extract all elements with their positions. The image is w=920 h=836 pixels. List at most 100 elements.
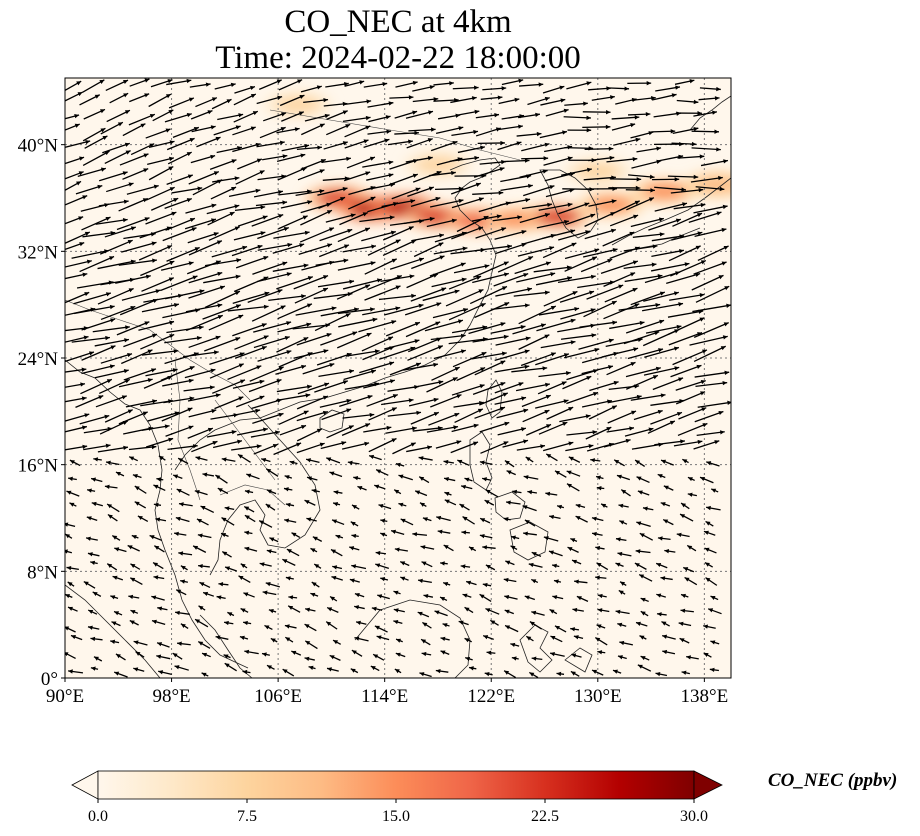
wind-arrow: [204, 258, 242, 267]
wind-arrow: [460, 564, 471, 569]
wind-arrow-head: [701, 349, 707, 354]
wind-arrow-head: [394, 669, 400, 674]
wind-arrow-head: [636, 177, 642, 182]
lat-tick-label: 8°N: [27, 562, 58, 583]
wind-arrow: [288, 595, 298, 600]
wind-arrow-head: [326, 210, 332, 215]
wind-arrow: [243, 592, 255, 598]
wind-arrow-head: [615, 537, 621, 542]
wind-arrow-head: [211, 203, 217, 208]
wind-arrow: [525, 635, 534, 642]
wind-arrow: [196, 518, 209, 526]
wind-arrow: [85, 536, 98, 541]
wind-arrow-shaft: [606, 158, 638, 163]
wind-arrow-head: [503, 334, 509, 340]
wind-arrow-head: [523, 475, 529, 480]
wind-arrow-head: [398, 474, 404, 479]
wind-arrow-head: [169, 187, 175, 192]
wind-arrow: [654, 439, 685, 446]
wind-arrow-shaft: [278, 215, 308, 230]
wind-arrow-head: [153, 484, 159, 489]
wind-arrow: [623, 331, 660, 345]
wind-arrow-head: [691, 141, 697, 147]
wind-arrow-head: [612, 247, 618, 253]
wind-arrow-head: [639, 533, 645, 538]
wind-arrow: [538, 202, 573, 211]
colorbar-extend-min: [71, 770, 99, 800]
wind-arrow: [694, 410, 724, 423]
wind-arrow-head: [198, 325, 204, 330]
wind-arrow: [107, 513, 118, 522]
wind-arrow-shaft: [544, 172, 576, 182]
wind-arrow: [257, 350, 292, 362]
wind-arrow-head: [393, 590, 399, 595]
wind-arrow-head: [567, 547, 573, 552]
wind-arrow-shaft: [166, 326, 204, 334]
wind-arrow: [596, 486, 605, 491]
wind-arrow-head: [224, 620, 229, 626]
wind-arrow: [156, 654, 171, 660]
wind-arrow-head: [478, 289, 484, 294]
wind-arrow: [268, 609, 277, 614]
wind-arrow: [278, 189, 312, 196]
wind-arrow-head: [485, 608, 491, 613]
wind-arrow-head: [617, 655, 623, 660]
wind-arrow-head: [693, 174, 699, 180]
wind-arrow: [151, 619, 166, 626]
wind-arrow: [65, 156, 85, 165]
wind-arrow-shaft: [182, 351, 219, 358]
wind-arrow-shaft: [185, 314, 224, 332]
wind-arrow: [79, 414, 110, 425]
wind-arrow: [403, 362, 439, 371]
lat-tick-label: 0°: [41, 669, 58, 690]
wind-arrow: [209, 159, 237, 171]
wind-arrow: [320, 307, 359, 317]
wind-arrow-head: [244, 546, 250, 551]
wind-arrow-shaft: [128, 445, 157, 451]
wind-arrow-head: [500, 382, 506, 387]
wind-arrow-shaft: [346, 156, 376, 169]
wind-arrow-head: [188, 378, 194, 383]
wind-arrow-shaft: [494, 382, 524, 394]
wind-arrow-head: [552, 563, 557, 569]
wind-arrow-head: [559, 85, 565, 90]
wind-arrow: [363, 182, 396, 191]
wind-arrow: [305, 607, 316, 612]
wind-arrow: [275, 393, 311, 402]
wind-arrow: [130, 609, 139, 615]
wind-arrow-head: [374, 625, 380, 630]
wind-arrow-head: [421, 639, 427, 644]
wind-arrow-head: [444, 499, 450, 504]
wind-arrow: [374, 625, 388, 633]
wind-arrow-shaft: [128, 113, 156, 126]
wind-arrow-shaft: [494, 396, 527, 405]
wind-arrow: [669, 293, 705, 301]
wind-arrow-shaft: [341, 442, 370, 450]
wind-arrow: [398, 474, 413, 481]
wind-arrow-head: [433, 412, 439, 417]
wind-arrow: [706, 461, 720, 467]
wind-arrow-head: [591, 256, 597, 261]
wind-arrow: [264, 624, 273, 631]
wind-arrow-head: [427, 138, 433, 143]
wind-arrow: [538, 306, 580, 316]
wind-arrow: [255, 200, 288, 207]
wind-arrow: [231, 444, 262, 451]
wind-arrow: [408, 127, 436, 132]
wind-arrow: [128, 113, 156, 126]
wind-arrow-head: [174, 665, 180, 670]
wind-arrow-shaft: [688, 211, 722, 223]
wind-arrow-shaft: [431, 278, 467, 288]
wind-arrow: [576, 595, 589, 602]
wind-arrow: [191, 440, 218, 453]
wind-arrow-head: [703, 624, 709, 629]
wind-arrow-head: [680, 514, 686, 519]
wind-arrow-shaft: [363, 183, 396, 191]
wind-arrow-shaft: [273, 231, 310, 239]
wind-arrow: [391, 187, 421, 200]
wind-arrow: [347, 196, 376, 210]
wind-arrow: [127, 544, 140, 552]
wind-arrow-shaft: [145, 211, 177, 225]
wind-arrow: [690, 175, 723, 183]
wind-arrow-head: [570, 340, 576, 345]
